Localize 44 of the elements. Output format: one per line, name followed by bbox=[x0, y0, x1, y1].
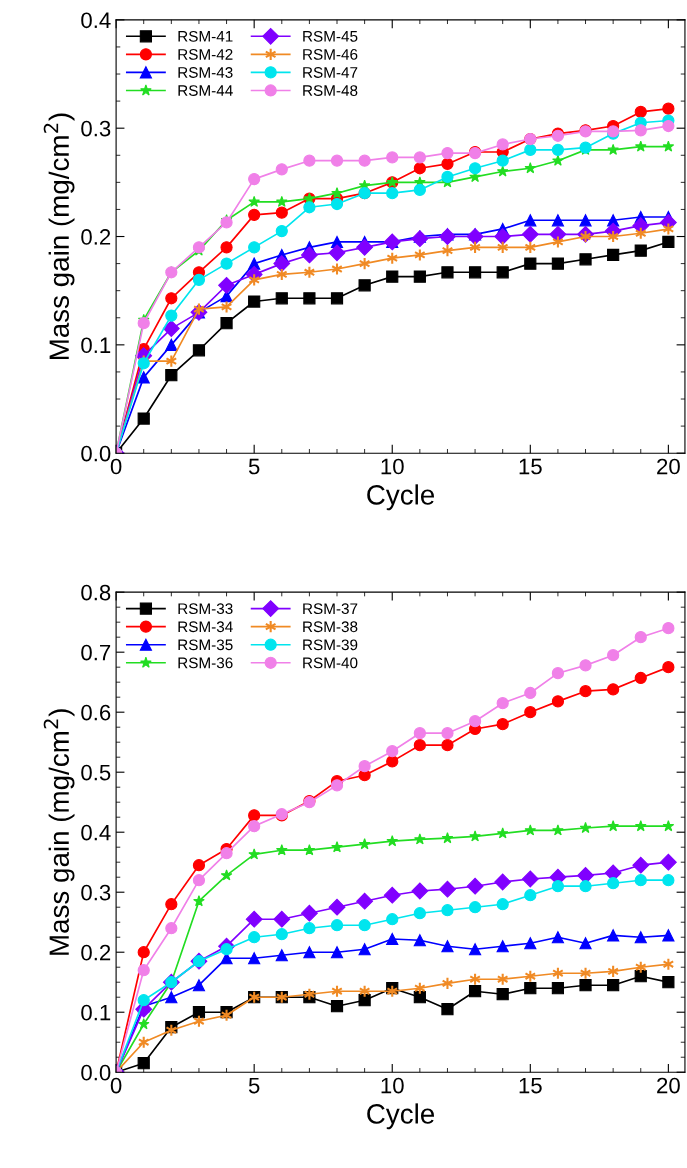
legend-label: RSM-48 bbox=[303, 85, 358, 96]
y-axis-title: Mass gain (mg/cm$^{2}$) bbox=[43, 709, 75, 955]
y-tick-label: 0.7 bbox=[81, 644, 111, 661]
legend-label: RSM-42 bbox=[178, 49, 233, 60]
x-tick-label: 15 bbox=[519, 1077, 542, 1094]
y-tick-label: 0.8 bbox=[81, 584, 111, 601]
legend-label: RSM-44 bbox=[178, 85, 233, 96]
x-tick-label: 0 bbox=[110, 458, 122, 475]
legend-label: RSM-37 bbox=[303, 603, 358, 615]
x-tick-label: 20 bbox=[657, 1077, 680, 1094]
legend-label: RSM-39 bbox=[303, 639, 358, 651]
x-tick-label: 20 bbox=[657, 458, 680, 475]
y-tick-label: 0.6 bbox=[81, 704, 111, 721]
x-tick-label: 15 bbox=[519, 458, 542, 475]
x-tick-label: 0 bbox=[110, 1077, 122, 1094]
x-axis-title: Cycle bbox=[367, 1103, 435, 1130]
x-tick-label: 5 bbox=[248, 1077, 260, 1094]
y-tick-label: 0.2 bbox=[81, 229, 111, 245]
legend-label: RSM-46 bbox=[303, 49, 358, 60]
y-axis-title: Mass gain (mg/cm$^{2}$) bbox=[43, 113, 75, 360]
y-tick-label: 0.4 bbox=[81, 12, 111, 29]
y-tick-label: 0.0 bbox=[81, 1064, 111, 1081]
y-tick-label: 0.0 bbox=[81, 445, 111, 462]
x-tick-label: 10 bbox=[381, 1077, 404, 1094]
legend-label: RSM-36 bbox=[178, 657, 233, 669]
legend-label: RSM-33 bbox=[178, 603, 233, 615]
y-tick-label: 0.1 bbox=[81, 1004, 111, 1021]
legend-label: RSM-38 bbox=[303, 621, 358, 633]
y-tick-label: 0.3 bbox=[81, 884, 111, 901]
y-tick-label: 0.5 bbox=[81, 764, 111, 781]
x-tick-label: 5 bbox=[248, 458, 260, 475]
legend-label: RSM-41 bbox=[178, 30, 233, 42]
y-tick-label: 0.2 bbox=[81, 944, 111, 961]
y-tick-label: 0.4 bbox=[81, 824, 111, 841]
legend-label: RSM-47 bbox=[303, 67, 358, 78]
legend-label: RSM-45 bbox=[303, 30, 358, 42]
y-tick-label: 0.3 bbox=[81, 120, 111, 137]
legend-label: RSM-43 bbox=[178, 67, 233, 78]
x-tick-label: 10 bbox=[381, 458, 404, 475]
x-axis-title: Cycle bbox=[367, 484, 435, 511]
y-tick-label: 0.1 bbox=[81, 337, 111, 354]
legend-label: RSM-40 bbox=[303, 657, 358, 669]
legend-label: RSM-34 bbox=[178, 621, 233, 633]
legend-label: RSM-35 bbox=[178, 639, 233, 651]
